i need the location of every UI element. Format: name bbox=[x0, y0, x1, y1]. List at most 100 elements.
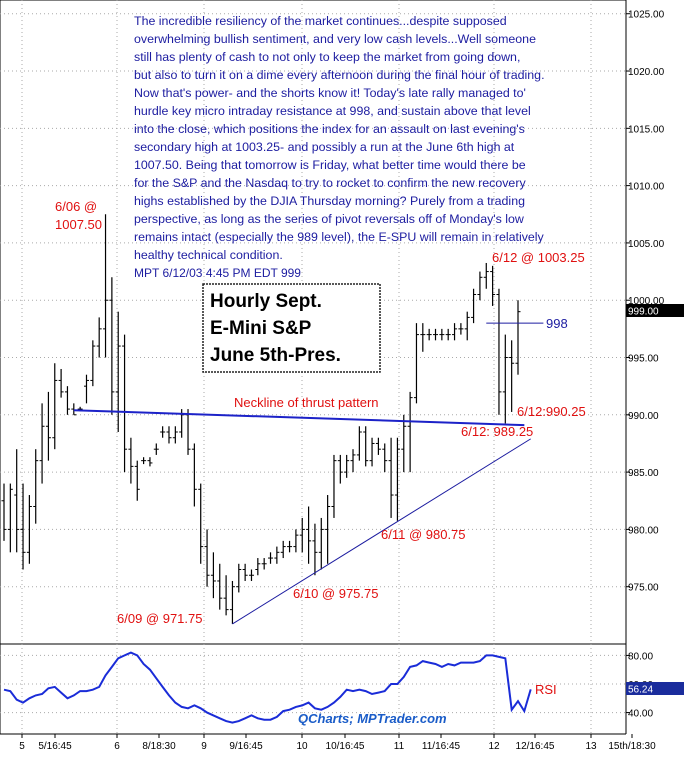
price-bar bbox=[33, 449, 39, 524]
rsi-tick-label: 80.00 bbox=[628, 651, 653, 662]
x-tick-label: 15th/18:30 bbox=[608, 741, 656, 752]
price-bar bbox=[509, 340, 515, 412]
commentary-line: perspective, as long as the series of pi… bbox=[134, 212, 524, 226]
price-bar bbox=[375, 437, 381, 455]
price-bar bbox=[14, 449, 20, 553]
price-bar bbox=[363, 426, 369, 467]
price-bar bbox=[458, 323, 464, 335]
price-bar bbox=[1, 483, 7, 541]
y-tick-label: 1010.00 bbox=[628, 182, 665, 193]
y-tick-label: 1015.00 bbox=[628, 124, 665, 135]
price-bar bbox=[490, 265, 496, 306]
price-bar bbox=[331, 454, 337, 518]
price-bar bbox=[306, 506, 312, 564]
title-line: Hourly Sept. bbox=[210, 291, 322, 312]
price-bar bbox=[388, 437, 394, 518]
annotation-pivot-990: 6/12:990.25 bbox=[517, 404, 586, 419]
x-tick-label: 11/16:45 bbox=[422, 741, 461, 752]
commentary-line: 1007.50. Being that tomorrow is Friday, … bbox=[134, 158, 526, 172]
y-tick-label: 1000.00 bbox=[628, 296, 665, 307]
price-bar bbox=[52, 363, 58, 450]
price-bar bbox=[413, 323, 419, 404]
watermark: QCharts; MPTrader.com bbox=[298, 711, 447, 726]
commentary-line: but also to turn it on a dime every afte… bbox=[134, 68, 545, 82]
trendline-line bbox=[232, 438, 531, 625]
price-bar bbox=[483, 262, 489, 289]
annotation-high-0606: 6/06 @ bbox=[55, 199, 97, 214]
x-tick-label: 12/16:45 bbox=[516, 741, 555, 752]
price-bar bbox=[141, 457, 147, 465]
price-bar bbox=[58, 368, 64, 398]
last-price-label: 999.00 bbox=[628, 307, 659, 318]
annotation-high-0606-value: 1007.50 bbox=[55, 217, 102, 232]
x-tick-label: 10 bbox=[296, 741, 308, 752]
annotation-pivot-0611: 6/11 @ 980.75 bbox=[381, 527, 466, 542]
price-bar bbox=[337, 454, 343, 484]
price-bar bbox=[471, 288, 477, 324]
price-bar bbox=[198, 483, 204, 564]
annotation-neckline: Neckline of thrust pattern bbox=[234, 395, 379, 410]
rsi-panel-frame bbox=[0, 643, 627, 735]
title-line: June 5th-Pres. bbox=[210, 345, 341, 366]
y-tick-label: 1005.00 bbox=[628, 239, 665, 250]
y-tick-label: 975.00 bbox=[628, 583, 659, 594]
annotations: 6/06 @ 1007.50 6/12 @ 1003.25 998 Neckli… bbox=[55, 199, 586, 726]
last-price-badge: 999.00 bbox=[626, 304, 684, 318]
price-bar bbox=[229, 580, 235, 624]
price-bar bbox=[299, 517, 305, 553]
price-bar bbox=[477, 271, 483, 301]
commentary-line: Now that's power- and the shorts know it… bbox=[134, 86, 526, 100]
y-tick-label: 980.00 bbox=[628, 525, 659, 536]
price-bar bbox=[191, 443, 197, 507]
price-bar bbox=[255, 558, 261, 576]
trend-lines bbox=[73, 322, 544, 625]
y-tick-label: 990.00 bbox=[628, 411, 659, 422]
price-bar bbox=[280, 540, 286, 559]
rsi-value-bg bbox=[626, 682, 684, 695]
price-bar bbox=[312, 523, 318, 576]
annotation-pivot-989: 6/12: 989.25 bbox=[461, 424, 533, 439]
title-box: Hourly Sept. E-Mini S&P June 5th-Pres. bbox=[202, 283, 381, 373]
price-bar bbox=[223, 575, 229, 616]
price-bar bbox=[274, 546, 280, 564]
price-bar bbox=[369, 437, 375, 467]
price-bar bbox=[318, 517, 324, 570]
commentary-line: secondary high at 1003.25- and possibly … bbox=[134, 140, 515, 154]
price-bar bbox=[7, 483, 13, 553]
y-tick-label: 985.00 bbox=[628, 468, 659, 479]
price-bar bbox=[433, 328, 439, 341]
rsi-label: RSI bbox=[535, 682, 557, 697]
commentary-line: still has plenty of cash to not only to … bbox=[134, 50, 520, 64]
price-bar bbox=[394, 437, 400, 521]
commentary-signature: MPT 6/12/03 4:45 PM EDT 999 bbox=[134, 266, 301, 280]
last-price-bg bbox=[626, 304, 684, 317]
rsi-value-label: 56.24 bbox=[628, 685, 653, 696]
commentary-line: into the close, which positions the inde… bbox=[134, 122, 525, 136]
annotation-high-0612: 6/12 @ 1003.25 bbox=[492, 250, 585, 265]
price-bar bbox=[160, 426, 166, 438]
y-tick-label: 1020.00 bbox=[628, 67, 665, 78]
x-tick-label: 6 bbox=[114, 741, 120, 752]
commentary-line: for the S&P and the Nasdaq to try to roc… bbox=[134, 176, 526, 190]
price-bar bbox=[236, 563, 242, 593]
price-bar bbox=[217, 563, 223, 610]
price-bar bbox=[153, 443, 159, 455]
price-bar bbox=[452, 323, 458, 341]
price-bar bbox=[103, 214, 109, 358]
x-tick-label: 8/18:30 bbox=[142, 741, 176, 752]
price-bar bbox=[401, 414, 407, 473]
rsi-value-badge: 56.24 bbox=[626, 682, 684, 696]
commentary-line: The incredible resiliency of the market … bbox=[134, 14, 507, 28]
price-bar bbox=[96, 317, 102, 358]
price-bar bbox=[261, 558, 267, 570]
x-tick-label: 12 bbox=[488, 741, 500, 752]
title-line: E-Mini S&P bbox=[210, 318, 312, 339]
price-bars bbox=[1, 214, 521, 624]
title-box-frame bbox=[202, 283, 381, 373]
commentary-block: The incredible resiliency of the market … bbox=[134, 14, 545, 280]
price-bar bbox=[515, 300, 521, 375]
price-bar bbox=[248, 569, 254, 581]
x-tick-labels: 5 5/16:45 6 8/18:30 9 9/16:45 10 10/16:45 11 11/1… bbox=[19, 734, 656, 752]
